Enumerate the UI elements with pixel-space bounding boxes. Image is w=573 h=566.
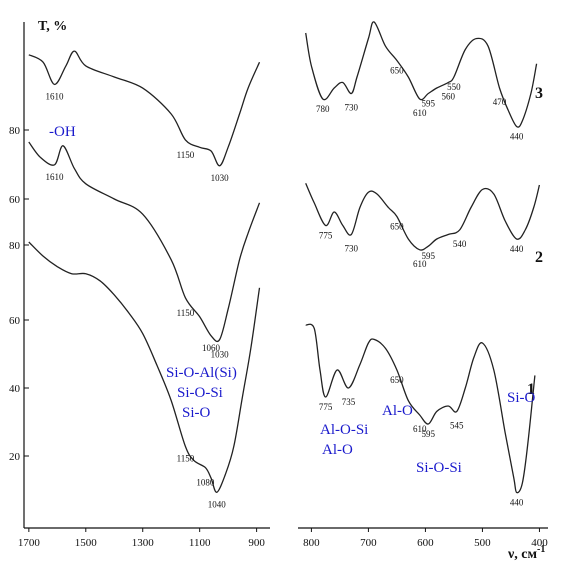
right-spectrum-curve-2 xyxy=(305,182,541,251)
left-y-tick-label: 40 xyxy=(9,383,21,395)
left-x-tick-label: 1100 xyxy=(189,537,211,549)
right-x-ticks: 800 700 600 500 400 xyxy=(303,528,548,549)
right-peak-label: 775 xyxy=(319,402,333,412)
left-y-tick-label: 60 xyxy=(9,315,21,327)
right-peak-label: 540 xyxy=(453,239,467,249)
left-peak-label: 1150 xyxy=(177,150,195,160)
annotation-si-o-si-left: Si-O-Si xyxy=(177,385,223,401)
left-spectrum-curve-1 xyxy=(28,241,261,493)
left-x-tick-label: 1300 xyxy=(132,537,155,549)
right-x-tick-label: 600 xyxy=(417,537,434,549)
right-peak-label: 440 xyxy=(510,132,524,142)
left-peak-label: 1030 xyxy=(211,350,230,360)
annotation-si-o-si-right: Si-O-Si xyxy=(416,460,462,476)
right-peak-label: 595 xyxy=(422,429,436,439)
left-x-tick-label: 900 xyxy=(248,537,265,549)
right-x-tick-label: 700 xyxy=(360,537,377,549)
right-peak-label: 470 xyxy=(493,97,507,107)
left-y-tick-label: 20 xyxy=(9,451,21,463)
y-axis-title: T, % xyxy=(38,19,67,34)
right-peak-label: 440 xyxy=(510,497,524,507)
left-x-tick-label: 1700 xyxy=(18,537,41,549)
left-peak-label: 1610 xyxy=(45,172,64,182)
left-spectrum-curve-2 xyxy=(28,141,261,343)
left-peak-label: 1080 xyxy=(196,478,215,488)
left-peak-label: 1610 xyxy=(45,91,64,101)
right-x-tick-label: 500 xyxy=(474,537,491,549)
right-spectrum-curve-1 xyxy=(305,323,536,494)
right-peak-label: 560 xyxy=(441,92,455,102)
annotation-si-o-left: Si-O xyxy=(182,405,211,421)
left-y-tick-label: 80 xyxy=(9,240,21,252)
right-peak-label: 545 xyxy=(450,420,464,430)
right-panel: 800 700 600 500 400 780 730650610595560550470… xyxy=(298,21,548,562)
right-peak-label: 610 xyxy=(413,108,427,118)
right-peak-label: 595 xyxy=(422,99,436,109)
annotation-si-o-right: Si-O xyxy=(507,390,536,406)
x-axis-title-sup: -1 xyxy=(537,544,545,555)
left-peak-label: 1030 xyxy=(211,173,230,183)
left-y-ticks: 80 60 80 60 40 20 xyxy=(9,125,29,463)
right-peak-label: 595 xyxy=(422,251,436,261)
right-peak-labels: 780 7306506105955605504704407757306506105… xyxy=(316,66,524,508)
curve-id-1: 1 xyxy=(527,381,535,398)
right-spectrum-curve-3 xyxy=(305,21,538,128)
right-peak-label: 730 xyxy=(345,103,359,113)
right-x-tick-label: 800 xyxy=(303,537,320,549)
left-panel: 80 60 80 60 40 20 1700 1500 1300 1100 900 1610 115… xyxy=(9,19,270,549)
left-peak-label: 1150 xyxy=(177,453,195,463)
x-axis-title: ν, см-1 xyxy=(507,544,545,562)
right-peak-label: 780 xyxy=(316,104,330,114)
right-peak-label: 735 xyxy=(342,397,356,407)
annotation-al-o-si: Al-O-Si xyxy=(320,422,368,438)
right-peak-label: 650 xyxy=(390,66,404,76)
x-axis-title-main: ν, см xyxy=(507,547,537,562)
left-peak-label: 1040 xyxy=(208,499,227,509)
right-peak-label: 440 xyxy=(510,244,524,254)
annotations: -OH Si-O-Al(Si) Si-O-Si Si-O Al-O-Si Al-… xyxy=(49,124,536,476)
annotation-al-o-lower: Al-O xyxy=(322,442,353,458)
left-x-tick-label: 1500 xyxy=(75,537,98,549)
right-peak-label: 730 xyxy=(345,244,359,254)
left-spectrum-curve-3 xyxy=(28,50,261,167)
left-y-tick-label: 80 xyxy=(9,125,21,137)
annotation-al-o-upper: Al-O xyxy=(382,403,413,419)
right-curves xyxy=(305,21,541,494)
right-peak-label: 610 xyxy=(413,259,427,269)
right-peak-label: 650 xyxy=(390,222,404,232)
annotation-oh: -OH xyxy=(49,124,76,140)
right-peak-label: 650 xyxy=(390,375,404,385)
left-peak-label: 1060 xyxy=(202,343,221,353)
right-peak-label: 775 xyxy=(319,231,333,241)
curve-id-3: 3 xyxy=(535,85,543,102)
annotation-si-o-al-si: Si-O-Al(Si) xyxy=(166,365,237,381)
left-curves xyxy=(28,50,261,493)
right-peak-label: 550 xyxy=(447,82,461,92)
right-x-tick-label: 400 xyxy=(531,537,548,549)
right-peak-label: 610 xyxy=(413,424,427,434)
left-x-ticks: 1700 1500 1300 1100 900 xyxy=(18,528,265,549)
curve-id-2: 2 xyxy=(535,249,543,266)
left-peak-label: 1150 xyxy=(177,308,195,318)
left-y-tick-label: 60 xyxy=(9,194,21,206)
